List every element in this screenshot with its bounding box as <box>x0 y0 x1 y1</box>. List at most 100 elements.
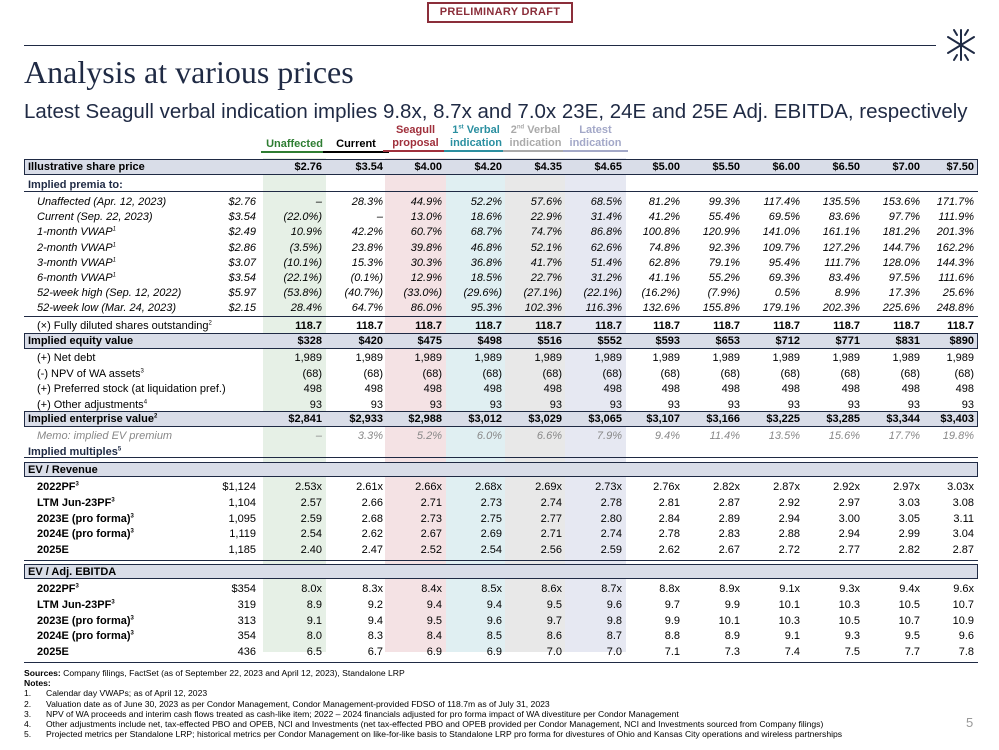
value-cell: 2.67 <box>718 544 740 557</box>
value-cell: $4.20 <box>474 161 502 173</box>
metric-value: 1,104 <box>228 496 256 509</box>
value-cell: 498 <box>483 383 502 395</box>
equity-band <box>24 333 978 349</box>
value-cell: 8.3x <box>362 583 383 595</box>
value-cell: 1,989 <box>712 352 740 364</box>
value-cell: 9.4 <box>486 598 502 611</box>
value-cell: 22.9% <box>530 211 562 224</box>
value-cell: 9.6x <box>953 583 974 595</box>
equity-row-label: Implied equity value <box>28 335 134 347</box>
value-cell: 2.94 <box>838 528 860 541</box>
value-cell: 8.9% <box>834 287 860 300</box>
premia-row-label: 2-month VWAP1 <box>37 241 116 254</box>
value-cell: 93 <box>429 398 442 411</box>
multiple-row-label: 2022PF3 <box>37 583 79 595</box>
value-cell: 171.7% <box>936 196 974 208</box>
value-cell: $475 <box>417 335 442 347</box>
value-cell: (7.9%) <box>707 287 740 300</box>
adjustment-row-label: (+) Other adjustments4 <box>37 398 148 411</box>
value-cell: 2.94 <box>778 512 800 525</box>
value-cell: 7.3 <box>724 646 740 659</box>
value-cell: 93 <box>309 398 322 411</box>
value-cell: 2.53x <box>295 481 322 493</box>
value-cell: 3.05 <box>898 512 920 525</box>
section-band <box>24 462 978 477</box>
notes-list: 1. Calendar day VWAPs; as of April 12, 20… <box>24 688 984 739</box>
value-cell: $328 <box>297 335 322 347</box>
value-cell: 162.2% <box>936 241 974 254</box>
value-cell: 62.8% <box>648 256 680 269</box>
value-cell: 8.8 <box>664 630 680 643</box>
value-cell: 2.78 <box>600 496 622 509</box>
value-cell: 225.6% <box>882 302 920 315</box>
value-cell: 109.7% <box>762 241 800 254</box>
value-cell: 52.1% <box>530 241 562 254</box>
value-cell: 161.1% <box>822 226 860 239</box>
section-title: EV / Adj. EBITDA <box>28 566 117 578</box>
section-band <box>24 564 978 579</box>
value-cell: – <box>315 196 322 208</box>
value-cell: 141.0% <box>762 226 800 239</box>
value-cell: 7.8 <box>958 646 974 659</box>
value-cell: (29.6%) <box>463 287 502 300</box>
value-cell: 11.4% <box>709 430 740 442</box>
page-title: Analysis at various prices <box>24 54 354 90</box>
value-cell: 9.1 <box>784 630 800 643</box>
footnote-text: Projected metrics per Standalone LRP; hi… <box>46 729 843 740</box>
value-cell: 10.7 <box>898 614 920 627</box>
value-cell: 30.3% <box>410 256 442 269</box>
value-cell: 2.71 <box>420 496 442 509</box>
value-cell: 3.03 <box>898 496 920 509</box>
value-cell: (68) <box>840 367 860 380</box>
value-cell: 9.6 <box>958 630 974 643</box>
value-cell: 2.99 <box>898 528 920 541</box>
value-cell: 10.3 <box>838 598 860 611</box>
value-cell: 68.5% <box>590 196 622 208</box>
value-cell: 498 <box>661 383 680 395</box>
value-cell: 3.08 <box>952 496 974 509</box>
value-cell: 132.6% <box>642 302 680 315</box>
column-header: Unaffected <box>261 138 328 153</box>
value-cell: 69.5% <box>768 211 800 224</box>
value-cell: 57.6% <box>530 196 562 208</box>
multiple-row-label: 2024E (pro forma)3 <box>37 528 134 541</box>
value-cell: 2.59 <box>600 544 622 557</box>
value-cell: (10.1%) <box>283 256 322 269</box>
value-cell: 118.7 <box>893 320 920 332</box>
value-cell: 2.88 <box>778 528 800 541</box>
value-cell: 93 <box>787 398 800 411</box>
multiple-row-label: 2023E (pro forma)3 <box>37 614 134 627</box>
column-header-line: Latest <box>579 124 612 136</box>
value-cell: 118.7 <box>653 320 680 332</box>
premia-row-label: 1-month VWAP1 <box>37 226 116 239</box>
value-cell: $3,012 <box>468 413 502 425</box>
value-cell: 1,989 <box>652 352 680 364</box>
value-cell: $593 <box>655 335 680 347</box>
value-cell: $2,933 <box>349 413 383 425</box>
value-cell: 8.7 <box>606 630 622 643</box>
value-cell: 92.3% <box>708 241 740 254</box>
multiple-row-label: 2022PF3 <box>37 481 79 493</box>
column-header-line: 1st Verbal <box>452 124 500 136</box>
premia-row-label: 52-week high (Sep. 12, 2022) <box>37 287 182 300</box>
footnote: 1. Calendar day VWAPs; as of April 12, 20… <box>24 688 984 698</box>
value-cell: 9.7 <box>546 614 562 627</box>
value-cell: 111.7% <box>824 256 860 269</box>
value-cell: 117.4% <box>763 196 801 208</box>
value-cell: 118.7 <box>535 320 562 332</box>
value-cell: 8.9 <box>306 598 322 611</box>
value-cell: 2.83 <box>718 528 740 541</box>
value-cell: (68) <box>900 367 920 380</box>
value-cell: 41.2% <box>648 211 680 224</box>
value-cell: 18.6% <box>470 211 502 224</box>
value-cell: 9.5 <box>904 630 920 643</box>
value-cell: 2.81 <box>658 496 680 509</box>
value-cell: 2.80 <box>600 512 622 525</box>
value-cell: $2.76 <box>294 161 322 173</box>
value-cell: 8.9x <box>719 583 740 595</box>
footnote: 2. Valuation date as of June 30, 2023 as … <box>24 699 984 709</box>
value-cell: $5.50 <box>712 161 740 173</box>
value-cell: 10.5 <box>838 614 860 627</box>
value-cell: (68) <box>660 367 680 380</box>
value-cell: (68) <box>954 367 974 380</box>
